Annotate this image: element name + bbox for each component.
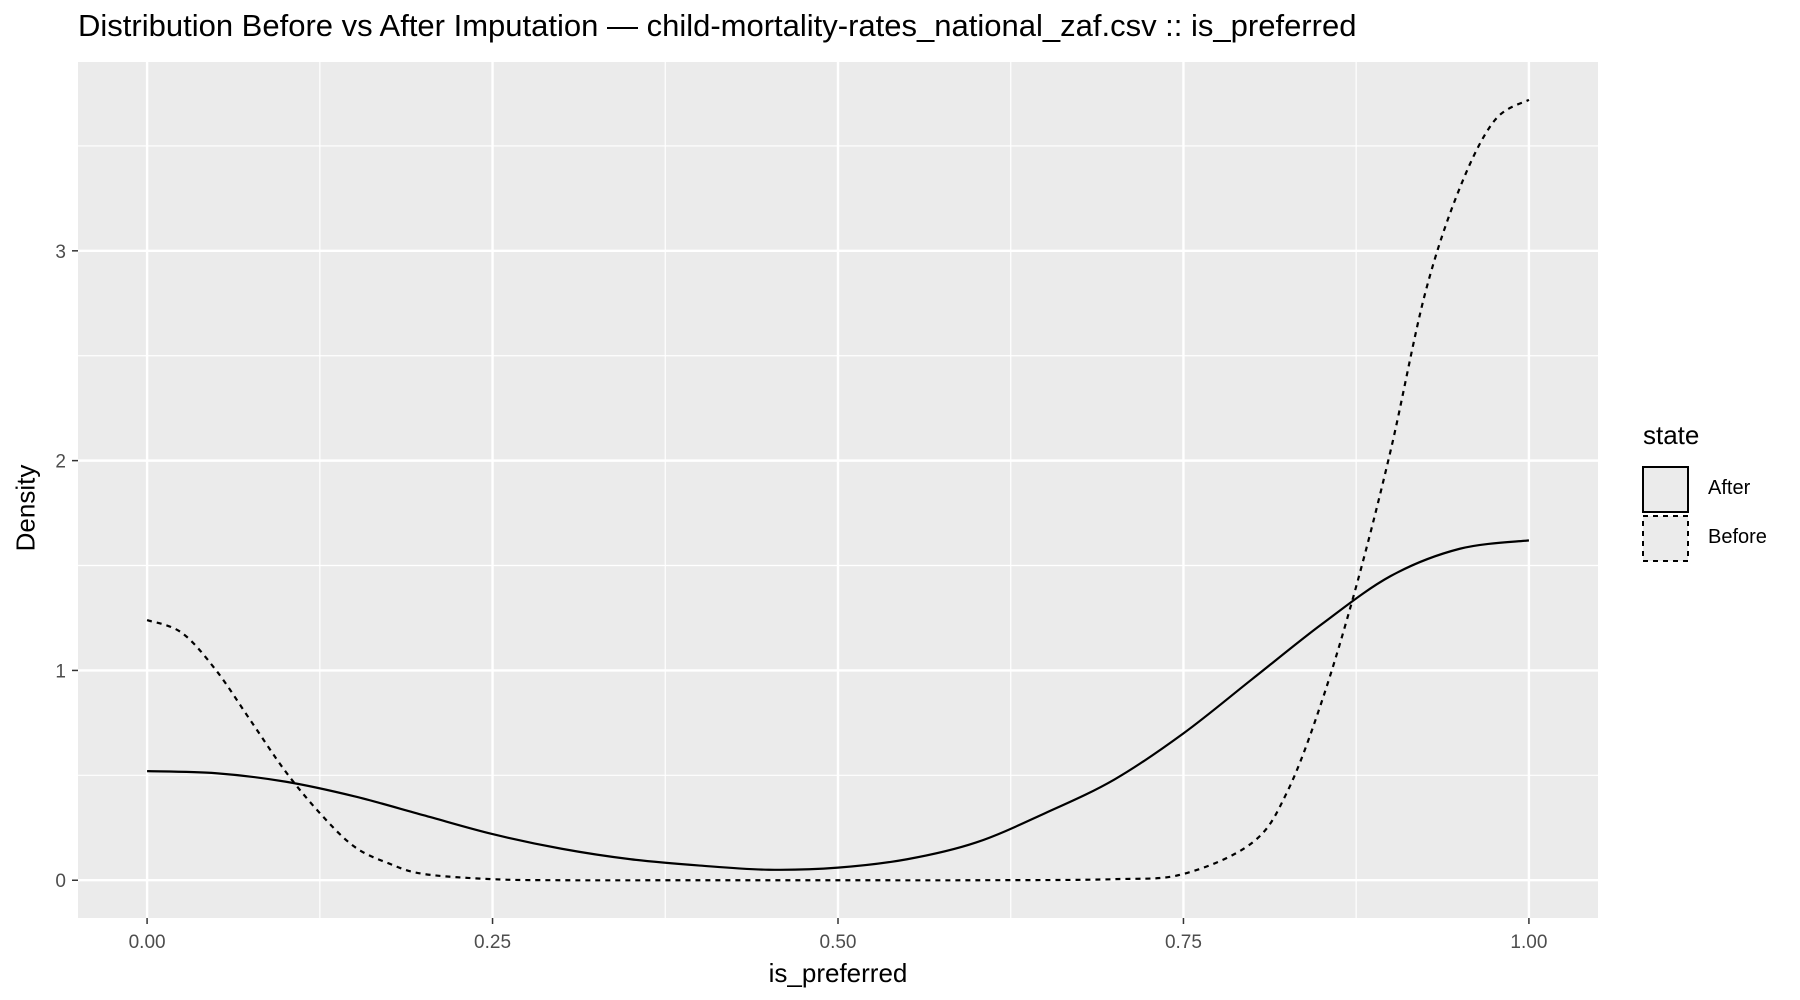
major-grid	[78, 62, 1598, 918]
legend-keys	[1642, 466, 1689, 562]
legend-label-before: Before	[1708, 526, 1767, 548]
series-layer	[146, 98, 1530, 882]
x-tick-label: 1.00	[1510, 932, 1547, 953]
legend-label-after: After	[1708, 477, 1751, 499]
x-tick-label: 0.50	[820, 932, 857, 953]
legend-title: state	[1643, 420, 1700, 450]
chart-title: Distribution Before vs After Imputation …	[78, 8, 1357, 43]
y-tick-label: 1	[55, 661, 66, 682]
y-tick-label: 2	[55, 452, 66, 473]
x-tick-label: 0.00	[129, 932, 166, 953]
y-tick-label: 0	[55, 871, 66, 892]
axis-layer: 0.00 0.25 0.50 0.75 1.00 0 1 2 3	[55, 242, 1547, 953]
legend-key-before	[1642, 515, 1689, 562]
y-axis-label: Density	[10, 464, 41, 552]
x-axis-label: is_preferred	[768, 958, 908, 988]
x-tick-label: 0.75	[1165, 932, 1202, 953]
series-line-before	[146, 98, 1530, 882]
legend-key-after	[1642, 466, 1689, 513]
y-tick-label: 3	[55, 242, 66, 263]
x-tick-label: 0.25	[474, 932, 511, 953]
series-line-after	[147, 539, 1530, 871]
